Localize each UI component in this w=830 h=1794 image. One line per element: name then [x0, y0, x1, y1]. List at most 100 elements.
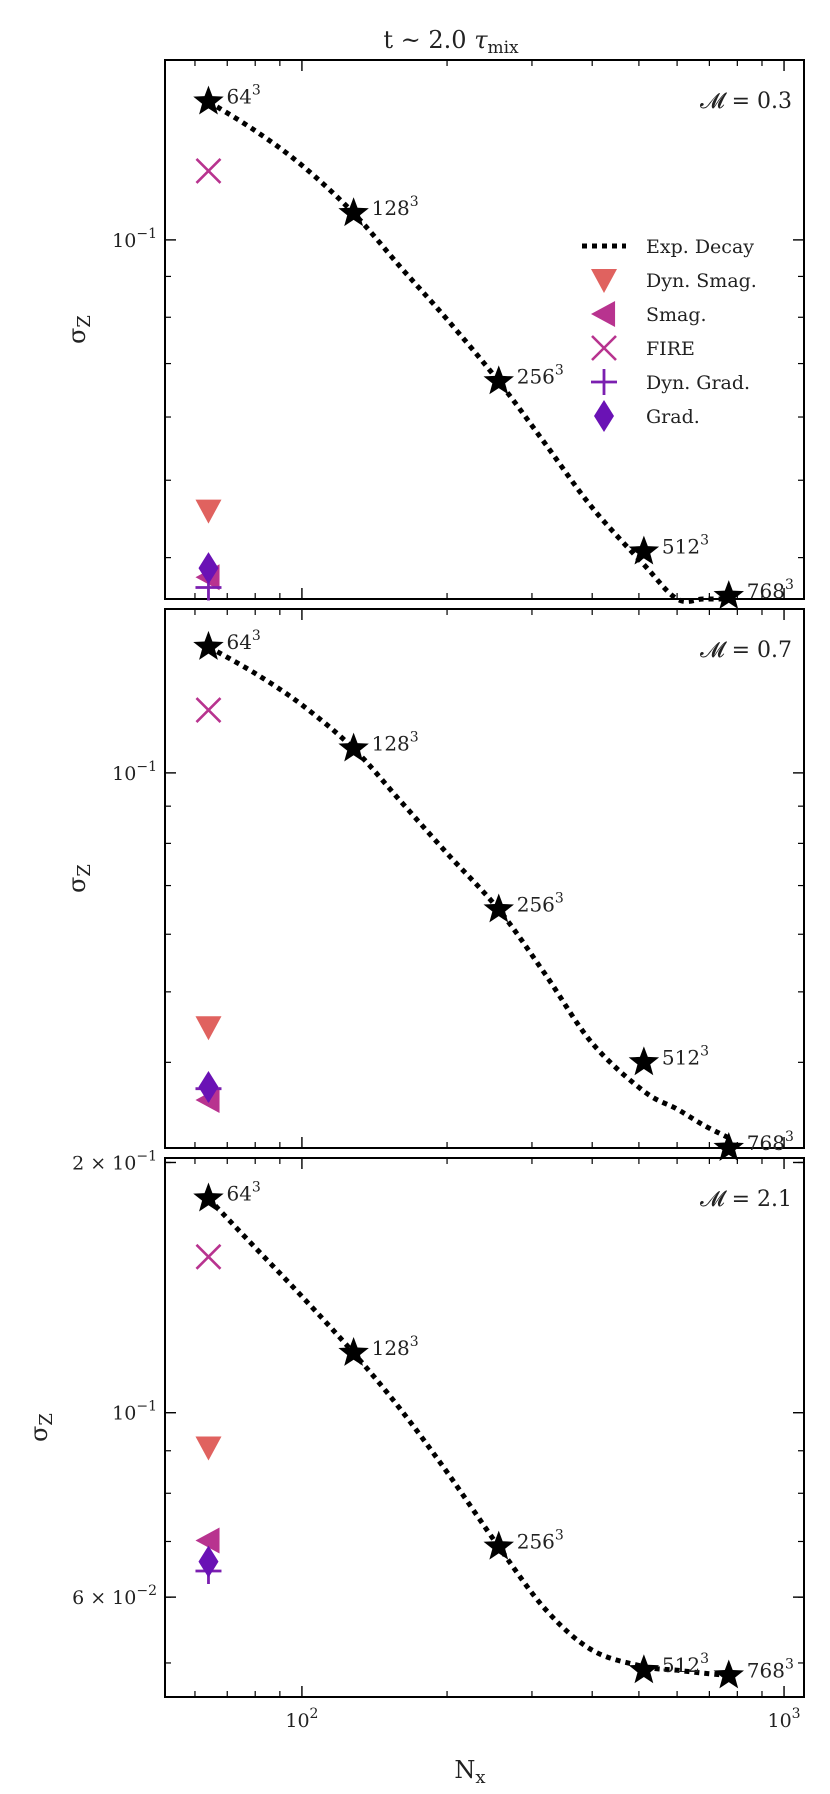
resolution-star	[338, 197, 369, 227]
resolution-star	[338, 1336, 369, 1366]
resolution-star	[628, 1046, 660, 1076]
triangle-down-point	[195, 499, 222, 524]
legend-label: Exp. Decay	[646, 236, 754, 258]
resolution-label-base: 512	[662, 535, 700, 559]
exp-decay-curve	[207, 644, 730, 1141]
resolution-label-exp: 3	[555, 362, 564, 378]
legend-label: Dyn. Smag.	[646, 270, 757, 292]
resolution-label-exp: 3	[785, 1129, 794, 1145]
y-tick-label: 10−1	[112, 759, 157, 785]
resolution-star	[483, 893, 514, 923]
legend-marker	[591, 369, 617, 395]
x-point	[195, 697, 222, 723]
resolution-label-exp: 3	[700, 1043, 709, 1059]
x-tick-label-base: 10	[285, 1710, 309, 1732]
resolution-label: 7683	[747, 577, 794, 603]
x-axis-label-main: N	[454, 1756, 475, 1784]
y-tick-label-exp: −1	[136, 1148, 157, 1164]
resolution-star	[628, 535, 660, 565]
resolution-star	[628, 1654, 660, 1684]
legend-marker	[591, 335, 617, 361]
x-point	[195, 1243, 222, 1270]
resolution-label: 643	[226, 83, 260, 109]
resolution-label: 7683	[747, 1656, 794, 1682]
exp-decay-curve	[206, 1196, 729, 1678]
y-tick-label-exp: −1	[136, 759, 157, 775]
y-axis-label: σZ	[63, 315, 95, 344]
y-tick-label: 6 × 10−2	[72, 1583, 157, 1609]
resolution-label: 5123	[662, 533, 709, 559]
diamond-point	[198, 1545, 219, 1578]
resolution-label: 5123	[662, 1651, 709, 1677]
y-tick-label-mant: 6 × 10	[72, 1587, 136, 1609]
title-tau: τ	[474, 26, 488, 54]
y-axis-label-main: σ	[63, 877, 91, 893]
y-tick-label: 10−1	[112, 226, 157, 252]
resolution-label-base: 128	[372, 732, 410, 756]
legend-label: Grad.	[646, 406, 700, 428]
diamond-point	[198, 552, 219, 585]
resolution-label: 2563	[517, 362, 564, 388]
resolution-star	[713, 580, 744, 610]
resolution-label-base: 768	[747, 1131, 785, 1155]
resolution-label-base: 128	[372, 196, 410, 220]
resolution-star	[713, 1132, 744, 1161]
plot-frame	[164, 59, 805, 600]
triangle-down-point	[195, 1436, 222, 1461]
resolution-label-base: 64	[226, 1182, 251, 1206]
resolution-label-base: 512	[662, 1653, 700, 1677]
resolution-star	[713, 1659, 744, 1689]
resolution-label: 5123	[662, 1043, 709, 1069]
resolution-label-base: 256	[517, 1530, 555, 1554]
y-axis-label-sub: Z	[36, 1413, 57, 1426]
y-tick-label-mant: 10	[112, 763, 136, 785]
triangle-down-point	[195, 1016, 222, 1041]
triangle-left-point	[195, 1527, 220, 1554]
exp-decay-curve	[207, 99, 729, 605]
resolution-label-exp: 3	[555, 1528, 564, 1544]
resolution-label-base: 768	[747, 579, 785, 603]
y-axis-label-sub: Z	[74, 864, 95, 877]
resolution-label: 2563	[517, 1528, 564, 1554]
legend-label: Smag.	[646, 304, 707, 326]
resolution-star	[338, 732, 369, 762]
resolution-label-exp: 3	[410, 194, 419, 210]
resolution-label-base: 512	[662, 1045, 700, 1069]
plot-frame	[164, 1157, 805, 1698]
resolution-label: 1283	[372, 1334, 419, 1360]
resolution-label: 7683	[747, 1129, 794, 1155]
y-axis-label: σZ	[63, 864, 95, 893]
resolution-label-exp: 3	[785, 577, 794, 593]
resolution-label-exp: 3	[700, 533, 709, 549]
resolution-star	[193, 1182, 224, 1212]
legend-marker	[594, 400, 614, 432]
resolution-label-base: 128	[372, 1336, 410, 1360]
resolution-star	[483, 365, 514, 395]
resolution-label-exp: 3	[785, 1656, 794, 1672]
title-prefix: t ~ 2.0	[383, 26, 474, 54]
y-tick-label-exp: −1	[136, 226, 157, 242]
legend-label: FIRE	[646, 338, 695, 360]
resolution-label-base: 768	[747, 1658, 785, 1682]
plot-frame	[164, 608, 805, 1149]
diamond-point	[198, 1070, 219, 1103]
title-sub: mix	[487, 38, 519, 58]
x-point	[195, 158, 222, 184]
resolution-label-exp: 3	[252, 1180, 261, 1196]
x-tick-label: 102	[285, 1706, 318, 1732]
y-axis-label-sub: Z	[74, 315, 95, 328]
legend-marker	[591, 268, 617, 293]
y-tick-label-exp: −1	[136, 1399, 157, 1415]
y-tick-label-exp: −2	[136, 1583, 157, 1599]
x-axis-label: Nx	[454, 1756, 485, 1788]
resolution-label-exp: 3	[700, 1651, 709, 1667]
y-axis-label-main: σ	[25, 1426, 53, 1442]
figure-title: t ~ 2.0 τmix	[383, 26, 519, 58]
resolution-star	[193, 85, 224, 115]
resolution-label-exp: 3	[252, 83, 261, 99]
resolution-label-base: 256	[517, 364, 555, 388]
x-tick-label-exp: 3	[792, 1706, 801, 1722]
